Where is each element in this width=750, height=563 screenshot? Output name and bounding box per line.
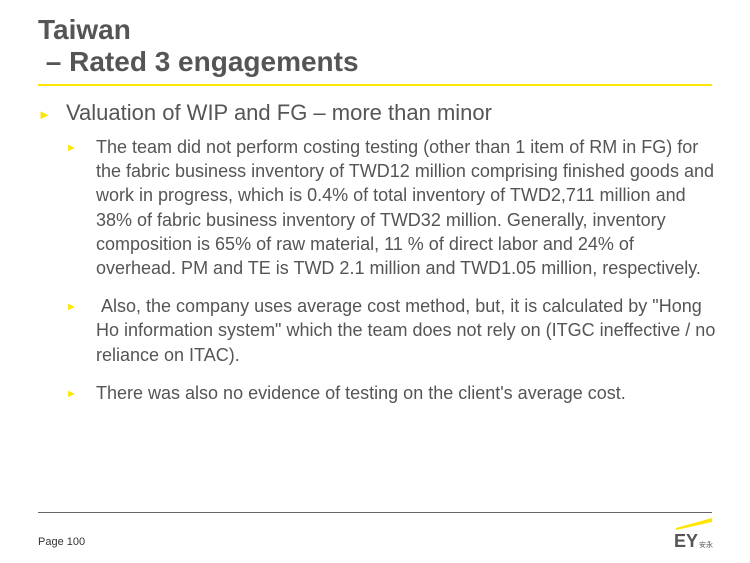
bullet-arrow-icon: ►	[66, 387, 77, 400]
ey-logo: EY 安永	[674, 518, 713, 551]
sub-bullet-text: There was also no evidence of testing on…	[96, 382, 626, 403]
page-number: Page 100	[38, 536, 86, 548]
sub-bullet: ► The team did not perform costing testi…	[66, 135, 718, 280]
sub-bullet-text: The team did not perform costing testing…	[96, 137, 714, 279]
bullet-text: Valuation of WIP and FG – more than mino…	[66, 100, 492, 125]
footer-divider	[38, 512, 712, 513]
bullet-arrow-icon: ►	[66, 301, 77, 314]
logo-wordmark: EY	[674, 531, 698, 551]
sub-bullet: ► Also, the company uses average cost me…	[66, 294, 718, 367]
slide-title: Taiwan – Rated 3 engagements	[38, 14, 359, 77]
title-divider	[38, 84, 712, 86]
logo-chinese-mark: 安永	[699, 540, 713, 549]
sub-bullet: ► There was also no evidence of testing …	[66, 381, 718, 406]
sub-bullet-text: Also, the company uses average cost meth…	[96, 296, 721, 365]
bullet-level-1: ► Valuation of WIP and FG – more than mi…	[38, 100, 718, 128]
slide-content: ► Valuation of WIP and FG – more than mi…	[38, 100, 718, 406]
bullet-arrow-icon: ►	[66, 142, 77, 154]
bullet-arrow-icon: ►	[38, 107, 51, 122]
